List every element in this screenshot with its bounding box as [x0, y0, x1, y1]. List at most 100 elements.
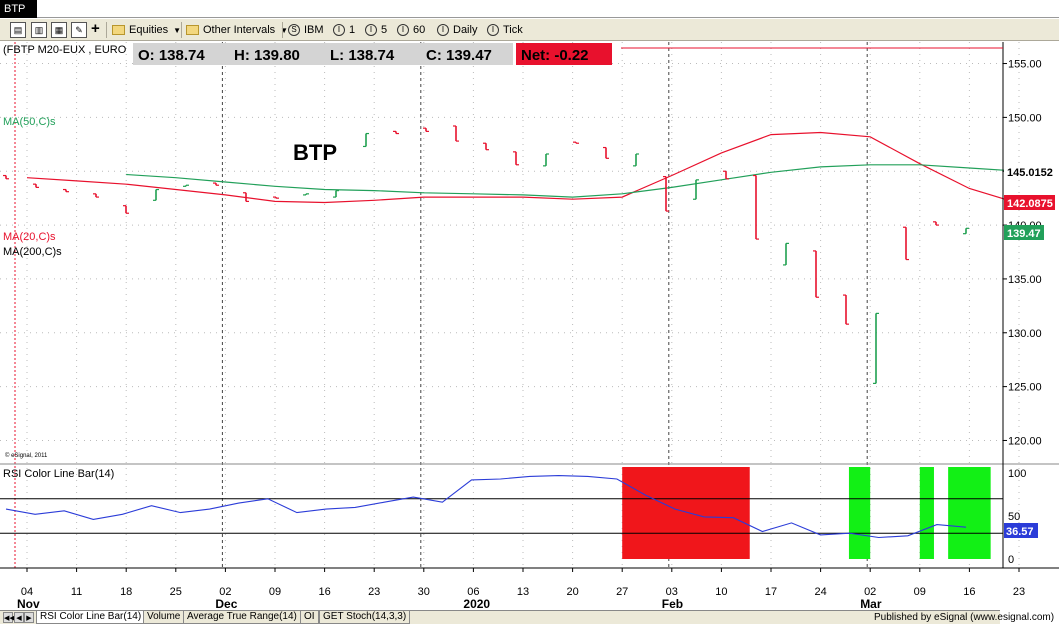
price-tick-label: 150.00	[1008, 112, 1042, 124]
rsi-tick-label: 50	[1008, 511, 1020, 523]
price-tick-label: 135.00	[1008, 274, 1042, 286]
price-tick-label: 130.00	[1008, 328, 1042, 340]
net-value: Net: -0.22	[521, 47, 589, 64]
open-value: O: 138.74	[138, 47, 205, 64]
chart-title: BTP	[293, 140, 337, 165]
rsi-badge-value: 36.57	[1006, 526, 1034, 538]
ma20-badge-value: 142.0875	[1007, 198, 1053, 210]
day-tick-label: 17	[765, 586, 777, 598]
day-tick-label: 09	[914, 586, 926, 598]
title-bar: BTP	[0, 0, 1059, 18]
rsi-badge	[1004, 523, 1038, 538]
month-tick-label: Nov	[17, 597, 40, 611]
price-bars	[3, 125, 969, 384]
ma20-label: MA(20,C)s	[3, 231, 56, 243]
close-value: C: 139.47	[426, 47, 492, 64]
day-tick-label: 30	[418, 586, 430, 598]
ma50-label: MA(50,C)s	[3, 116, 56, 128]
interval-daily-button[interactable]: I Daily	[437, 21, 477, 39]
interval-daily-label: Daily	[453, 24, 478, 36]
day-tick-label: 16	[318, 586, 330, 598]
tab-average-true-range[interactable]: Average True Range(14)	[183, 611, 301, 624]
tab-next-icon[interactable]: ▶	[24, 612, 34, 623]
time-axis: 04 11 18 25 02 09 16 23 30 06 13 20 27 03 10 17 24 02 09 16…	[17, 568, 1025, 611]
rsi-zone	[948, 467, 991, 559]
copyright: © eSignal, 2011	[5, 452, 48, 459]
interval-tick-label: Tick	[503, 24, 523, 36]
day-tick-label: 18	[120, 586, 132, 598]
interval-icon: I	[487, 24, 499, 37]
quote-window-icon[interactable]: ▦	[51, 22, 67, 38]
interval-tick-button[interactable]: I Tick	[487, 21, 523, 39]
new-chart-icon[interactable]: ▥	[31, 22, 47, 38]
high-value: H: 139.80	[234, 47, 300, 64]
equities-menu[interactable]: Equities ▼	[112, 21, 181, 39]
interval-1-label: 1	[349, 24, 356, 36]
day-tick-label: 11	[71, 586, 82, 598]
toolbar: ▤ ▥ ▦ ✎ + Equities ▼ Other Intervals ▼ S IB…	[0, 19, 1059, 41]
rsi-zone	[919, 467, 934, 559]
indicator-tab-bar: ◀◀ ◀ ▶ RSI Color Line Bar(14) Volume Ave…	[0, 610, 1000, 624]
low-value: L: 138.74	[330, 47, 395, 64]
rsi-tick-label: 100	[1008, 468, 1026, 480]
interval-icon: I	[365, 24, 377, 37]
rsi-line-path	[5, 475, 967, 539]
day-tick-label: 04	[21, 586, 33, 598]
month-tick-label: Dec	[215, 597, 237, 611]
day-tick-label: 03	[666, 586, 678, 598]
price-chart[interactable]: (FBTP M20-EUX , EURO O: 138.74 H: 139.80…	[0, 42, 1059, 626]
day-tick-label: 25	[170, 586, 182, 598]
tab-first-icon[interactable]: ◀◀	[3, 612, 15, 623]
day-tick-label: 02	[864, 586, 876, 598]
toolbar-separator	[106, 22, 107, 38]
folder-icon	[112, 25, 125, 36]
tab-get-stoch[interactable]: GET Stoch(14,3,3)	[319, 611, 411, 624]
day-tick-label: 23	[1013, 586, 1025, 598]
intervals-label: Other Intervals	[203, 24, 276, 36]
last-price-value: 139.47	[1007, 228, 1041, 240]
rsi-tick-label: 0	[1008, 554, 1014, 566]
day-tick-label: 23	[368, 586, 380, 598]
add-icon[interactable]: +	[91, 20, 100, 37]
rsi-zone	[622, 467, 750, 559]
day-tick-label: 20	[566, 586, 578, 598]
chevron-down-icon: ▼	[173, 26, 182, 35]
toolbar-separator	[282, 22, 283, 38]
chevron-down-icon: ▼	[280, 26, 289, 35]
properties-icon[interactable]: ✎	[71, 22, 87, 38]
day-tick-label: 16	[963, 586, 975, 598]
month-tick-label: Mar	[860, 597, 882, 611]
rsi-zone	[848, 467, 871, 559]
symbol-button[interactable]: S IBM	[288, 21, 324, 39]
chart-area: (FBTP M20-EUX , EURO O: 138.74 H: 139.80…	[0, 42, 1059, 626]
rsi-label: RSI Color Line Bar(14)	[3, 468, 114, 480]
interval-icon: I	[333, 24, 345, 37]
interval-60-button[interactable]: I 60	[397, 21, 425, 39]
ma20-badge	[1004, 195, 1055, 210]
other-intervals-menu[interactable]: Other Intervals ▼	[186, 21, 288, 39]
tab-prev-icon[interactable]: ◀	[14, 612, 24, 623]
window-title[interactable]: BTP	[0, 0, 38, 18]
day-tick-label: 02	[219, 586, 231, 598]
price-tick-label: 155.00	[1008, 59, 1042, 71]
ma200-label: MA(200,C)s	[3, 246, 62, 258]
ma20-line	[26, 131, 1020, 205]
tab-oi[interactable]: OI	[300, 611, 319, 624]
layout-icon[interactable]: ▤	[10, 22, 26, 38]
tab-rsi[interactable]: RSI Color Line Bar(14)	[36, 611, 146, 624]
moving-averages	[26, 131, 1020, 205]
rsi-zones	[622, 467, 991, 559]
footer-credit: Published by eSignal (www.esignal.com)	[874, 612, 1055, 623]
interval-icon: I	[397, 24, 409, 37]
symbol-label: IBM	[304, 24, 324, 36]
day-tick-label: 06	[467, 586, 479, 598]
day-tick-label: 27	[616, 586, 628, 598]
month-tick-label: 2020	[463, 597, 490, 611]
net-panel	[516, 43, 612, 65]
day-tick-label: 10	[715, 586, 727, 598]
interval-60-label: 60	[413, 24, 426, 36]
tab-volume[interactable]: Volume	[143, 611, 185, 624]
